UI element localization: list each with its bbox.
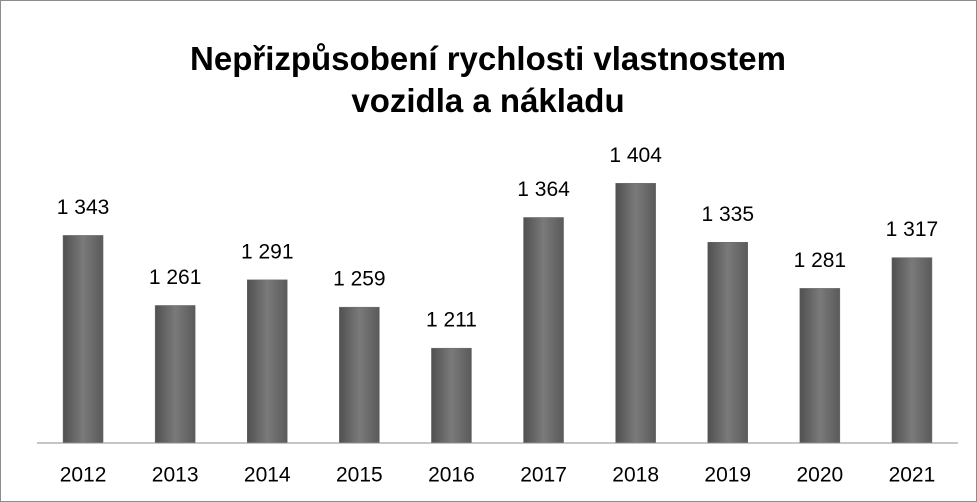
x-tick-label: 2013 <box>152 464 199 487</box>
value-label: 1 259 <box>333 268 386 291</box>
x-tick-label: 2016 <box>428 464 475 487</box>
x-tick-label: 2017 <box>520 464 567 487</box>
value-label: 1 364 <box>517 178 570 201</box>
value-label: 1 335 <box>701 203 754 226</box>
value-label: 1 281 <box>794 249 847 272</box>
value-label: 1 261 <box>149 266 202 289</box>
value-label: 1 404 <box>609 144 662 167</box>
bar <box>62 235 104 444</box>
bar <box>154 305 196 444</box>
value-label: 1 211 <box>426 309 477 332</box>
bar <box>891 257 933 444</box>
bar <box>247 279 288 444</box>
bar <box>431 347 472 444</box>
x-tick-label: 2020 <box>796 464 843 487</box>
value-label: 1 317 <box>886 218 939 241</box>
bar <box>799 288 841 444</box>
x-tick-label: 2015 <box>336 464 383 487</box>
bar <box>339 306 380 444</box>
x-tick-label: 2012 <box>60 464 107 487</box>
chart-title: Nepřizpůsobení rychlosti vlastnostem voz… <box>190 40 786 119</box>
bar <box>523 217 564 444</box>
x-tick-label: 2021 <box>889 464 936 487</box>
bar <box>615 183 656 444</box>
x-tick-label: 2019 <box>704 464 751 487</box>
x-tick-label: 2018 <box>612 464 659 487</box>
value-label: 1 343 <box>57 196 110 219</box>
bar <box>707 241 748 444</box>
x-tick-label: 2014 <box>244 464 291 487</box>
value-label: 1 291 <box>241 240 294 263</box>
